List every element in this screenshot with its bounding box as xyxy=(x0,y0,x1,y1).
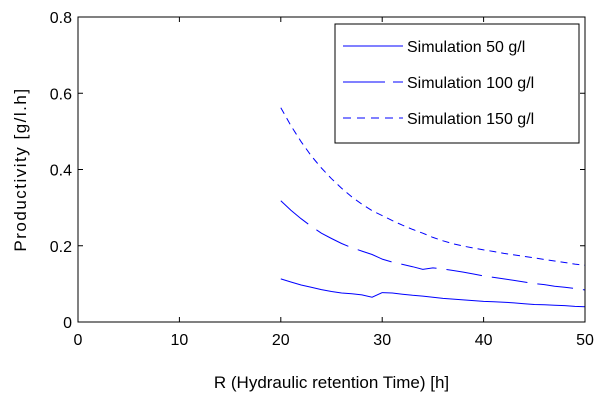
legend: Simulation 50 g/l Simulation 100 g/l Simul… xyxy=(334,23,580,144)
x-tick-label: 50 xyxy=(576,332,594,349)
y-tick-label: 0.2 xyxy=(50,239,72,256)
x-axis-label: R (Hydraulic retention Time) [h] xyxy=(214,373,449,392)
series-line-3 xyxy=(280,107,586,266)
x-tick-label: 20 xyxy=(272,332,290,349)
x-tick-label: 0 xyxy=(74,332,83,349)
x-tick-label: 30 xyxy=(373,332,391,349)
y-axis-label: Productivity [g/l.h] xyxy=(11,87,30,251)
y-axis-ticks: 0 0.2 0.4 0.6 0.8 xyxy=(50,10,585,332)
x-tick-label: 40 xyxy=(475,332,493,349)
legend-entry-label: Simulation 150 g/l xyxy=(407,111,534,128)
series-line-2 xyxy=(280,200,586,291)
y-tick-label: 0.8 xyxy=(50,10,72,27)
x-tick-label: 10 xyxy=(171,332,189,349)
series-layer xyxy=(280,107,586,308)
y-tick-label: 0 xyxy=(63,315,72,332)
y-tick-label: 0.6 xyxy=(50,86,72,103)
legend-box xyxy=(334,23,580,144)
series-line-1 xyxy=(280,278,586,308)
legend-entry-label: Simulation 50 g/l xyxy=(407,39,525,56)
x-axis-ticks: 0 10 20 30 40 50 xyxy=(74,17,594,349)
y-tick-label: 0.4 xyxy=(50,163,72,180)
legend-entry-label: Simulation 100 g/l xyxy=(407,75,534,92)
